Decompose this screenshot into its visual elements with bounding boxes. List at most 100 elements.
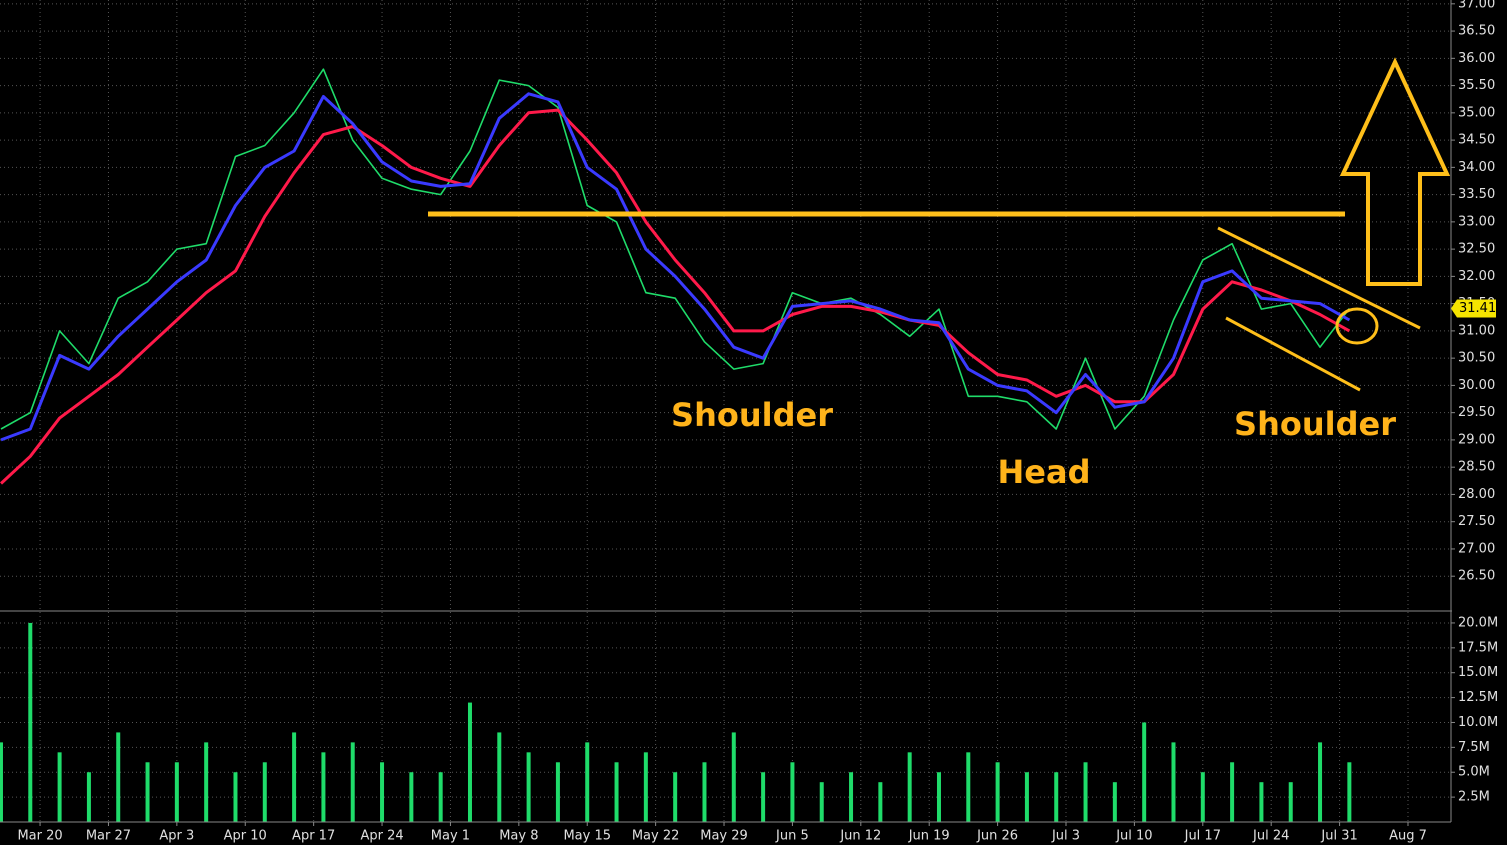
volume-bar [849,772,854,822]
y-tick-label: 35.50 [1458,78,1495,93]
volume-bar [555,762,560,822]
annotation: Shoulder [671,396,833,434]
price-line [0,68,1351,430]
x-tick-label: Apr 17 [292,829,335,844]
y-tick-label: 12.5M [1458,690,1498,705]
x-tick-label: Jun 26 [976,829,1018,844]
breakout-arrow [1339,57,1451,286]
annotation: Head [998,453,1091,491]
y-tick-label: 29.50 [1458,405,1495,420]
x-tick-label: Apr 3 [159,829,194,844]
volume-bar [995,762,1000,822]
grid [0,0,1450,822]
volume-bar [1347,762,1352,822]
price-line [0,108,1351,485]
volume-bar [204,742,209,822]
x-tick-label: May 8 [499,829,538,844]
volume-bar [116,732,121,822]
volume-bar [1083,762,1088,822]
highlight-circle [1335,307,1379,345]
annotation: Shoulder [1234,405,1396,443]
volume-bar [673,772,678,822]
y-tick-label: 7.5M [1458,740,1490,755]
x-tick-label: Jul 10 [1115,829,1152,844]
labels: 26.50 27.00 27.50 28.00 28.50 29.00 29.50 30.00… [17,0,1498,844]
volume-bar [438,772,443,822]
volume-bar [86,772,91,822]
volume-bar [731,732,736,822]
y-tick-label: 33.50 [1458,187,1495,202]
x-tick-label: Jul 31 [1320,829,1357,844]
volume-bar [1112,782,1117,822]
last-price-label: 31.41 [1459,301,1496,316]
y-tick-label: 35.00 [1458,105,1495,120]
volume-bar [380,762,385,822]
x-tick-label: Jul 3 [1051,829,1080,844]
volume-bar [233,772,238,822]
volume-bar [1288,782,1293,822]
x-tick-label: Apr 10 [224,829,267,844]
drawings [428,57,1451,392]
volume-bar [966,752,971,822]
y-tick-label: 29.00 [1458,432,1495,447]
volume-bar [321,752,326,822]
volume-bar [643,752,648,822]
volume-bar [761,772,766,822]
y-tick-label: 37.00 [1458,0,1495,11]
x-tick-label: May 15 [563,829,611,844]
y-tick-label: 30.50 [1458,351,1495,366]
volume-bar [467,702,472,822]
volume-bar [790,762,795,822]
volume-bar [174,762,179,822]
volume-bar [409,772,414,822]
x-tick-label: Jul 24 [1252,829,1289,844]
volume-bar [1318,742,1323,822]
x-tick-label: Apr 24 [360,829,403,844]
y-tick-label: 36.00 [1458,51,1495,66]
y-tick-label: 36.50 [1458,24,1495,39]
x-tick-label: Jun 19 [908,829,950,844]
volume-bar [57,752,62,822]
x-tick-label: Jun 12 [839,829,881,844]
y-tick-label: 15.0M [1458,665,1498,680]
volume-bar [1024,772,1029,822]
y-tick-label: 10.0M [1458,715,1498,730]
y-tick-label: 30.00 [1458,378,1495,393]
volume-bar [1142,722,1147,822]
y-tick-label: 28.00 [1458,487,1495,502]
volume-bar [1171,742,1176,822]
volume-bar [1200,772,1205,822]
volume-bar [614,762,619,822]
x-tick-label: Aug 7 [1389,829,1427,844]
y-tick-label: 32.50 [1458,242,1495,257]
volume-bar [819,782,824,822]
y-tick-label: 31.00 [1458,323,1495,338]
y-tick-label: 27.00 [1458,541,1495,556]
volume-bar [1054,772,1059,822]
volume-bar [0,742,3,822]
volume-bar [936,772,941,822]
last-price-tag [1451,299,1496,318]
y-tick-label: 32.00 [1458,269,1495,284]
y-tick-label: 28.50 [1458,460,1495,475]
volume-bar [350,742,355,822]
trend-line [1217,226,1421,330]
y-tick-label: 20.0M [1458,615,1498,630]
marks [0,68,1352,822]
x-tick-label: Jun 5 [775,829,809,844]
volume-bar [497,732,502,822]
price-line [0,92,1351,442]
volume-bar [1230,762,1235,822]
volume-bar [878,782,883,822]
x-tick-label: Jul 17 [1184,829,1221,844]
x-tick-label: May 22 [632,829,680,844]
volume-bar [702,762,707,822]
volume-bar [262,762,267,822]
y-tick-label: 34.50 [1458,133,1495,148]
trend-line [1225,316,1361,392]
volume-bar [526,752,531,822]
x-tick-label: Mar 27 [86,829,131,844]
volume-bar [145,762,150,822]
